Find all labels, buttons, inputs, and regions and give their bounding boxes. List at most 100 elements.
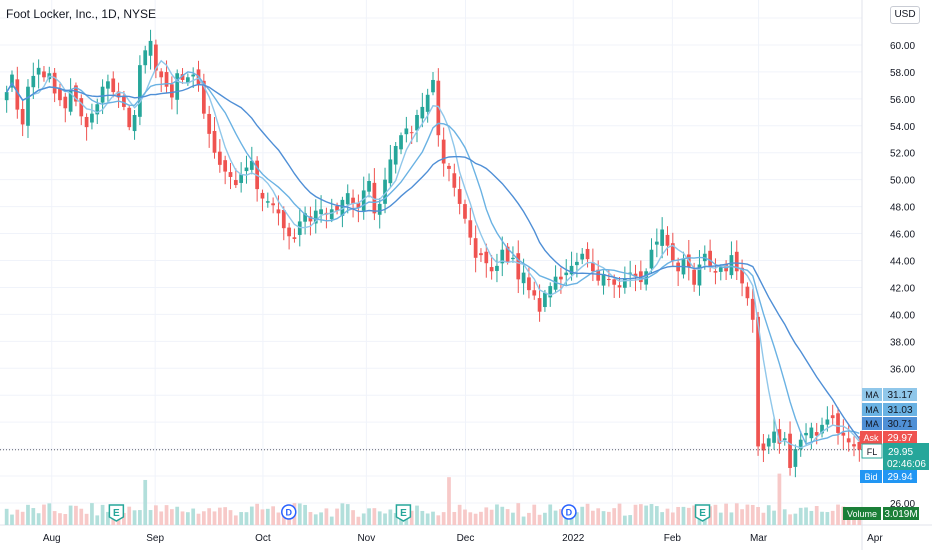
candle[interactable]	[127, 107, 132, 128]
candle[interactable]	[820, 424, 824, 434]
candle[interactable]	[622, 278, 627, 288]
candle[interactable]	[111, 78, 116, 93]
candle[interactable]	[559, 276, 563, 280]
candle[interactable]	[708, 250, 712, 266]
candle[interactable]	[26, 86, 30, 126]
candle[interactable]	[511, 257, 515, 260]
candle[interactable]	[367, 181, 371, 192]
candle[interactable]	[617, 285, 622, 288]
candle[interactable]	[15, 79, 20, 110]
candle[interactable]	[138, 65, 142, 117]
candle[interactable]	[441, 139, 446, 164]
candle[interactable]	[756, 316, 760, 447]
candle[interactable]	[74, 85, 78, 102]
candle[interactable]	[223, 160, 228, 172]
candle[interactable]	[548, 286, 553, 298]
candle[interactable]	[750, 298, 755, 320]
candle[interactable]	[292, 237, 297, 239]
candle[interactable]	[319, 209, 323, 215]
candle[interactable]	[116, 91, 121, 98]
earnings-marker-icon[interactable]	[395, 504, 412, 522]
candle[interactable]	[804, 432, 808, 436]
candle[interactable]	[409, 132, 414, 134]
candle[interactable]	[697, 264, 702, 286]
currency-button[interactable]: USD	[890, 6, 920, 24]
candle[interactable]	[830, 415, 835, 419]
candle[interactable]	[580, 253, 585, 260]
candle[interactable]	[244, 167, 249, 172]
candle[interactable]	[740, 267, 744, 284]
candle[interactable]	[447, 165, 451, 169]
candle[interactable]	[233, 180, 238, 186]
candle[interactable]	[132, 115, 137, 132]
candle[interactable]	[628, 272, 633, 274]
candle[interactable]	[457, 189, 462, 204]
candle[interactable]	[249, 160, 254, 170]
candle[interactable]	[207, 113, 212, 134]
candle[interactable]	[825, 419, 830, 425]
candle[interactable]	[788, 433, 792, 468]
candle[interactable]	[420, 106, 425, 119]
candle[interactable]	[857, 442, 862, 450]
candle[interactable]	[265, 201, 270, 203]
candle[interactable]	[212, 130, 217, 153]
candle[interactable]	[654, 241, 659, 245]
candle[interactable]	[473, 238, 478, 258]
candle[interactable]	[377, 203, 382, 215]
candle[interactable]	[4, 92, 9, 101]
candle[interactable]	[670, 243, 675, 261]
candle[interactable]	[612, 279, 617, 285]
candle[interactable]	[31, 75, 36, 88]
candle[interactable]	[793, 449, 798, 467]
candle[interactable]	[527, 277, 531, 291]
candle[interactable]	[404, 128, 409, 135]
candle[interactable]	[276, 209, 281, 214]
candle[interactable]	[329, 209, 334, 220]
candle[interactable]	[596, 269, 601, 281]
candle[interactable]	[766, 438, 771, 447]
candle[interactable]	[649, 249, 654, 269]
candle[interactable]	[543, 292, 547, 308]
candle[interactable]	[852, 444, 856, 447]
candle[interactable]	[383, 179, 387, 204]
candle[interactable]	[772, 431, 776, 443]
candle[interactable]	[846, 438, 851, 443]
candle[interactable]	[79, 98, 84, 117]
candle[interactable]	[84, 116, 89, 128]
dividend-marker-icon[interactable]	[561, 504, 577, 520]
candle[interactable]	[516, 253, 521, 280]
candle[interactable]	[436, 80, 441, 136]
candle[interactable]	[180, 74, 185, 80]
candle[interactable]	[340, 199, 345, 216]
candle[interactable]	[164, 72, 169, 87]
candle[interactable]	[777, 429, 782, 444]
candle[interactable]	[798, 439, 803, 450]
candle[interactable]	[665, 234, 670, 246]
candle[interactable]	[431, 79, 435, 93]
candle[interactable]	[782, 438, 787, 441]
candle[interactable]	[308, 216, 313, 222]
candle[interactable]	[90, 113, 94, 123]
candle[interactable]	[718, 267, 723, 272]
candle[interactable]	[68, 90, 73, 112]
earnings-marker-icon[interactable]	[108, 504, 125, 522]
candle[interactable]	[761, 443, 766, 451]
candle[interactable]	[148, 40, 153, 56]
candle[interactable]	[633, 273, 638, 277]
candle[interactable]	[745, 286, 750, 299]
candle[interactable]	[729, 255, 734, 276]
candle[interactable]	[201, 80, 206, 114]
candle[interactable]	[606, 279, 611, 281]
candle[interactable]	[521, 272, 526, 284]
candle[interactable]	[52, 72, 57, 94]
candle[interactable]	[479, 253, 483, 256]
candle[interactable]	[564, 272, 569, 276]
candle[interactable]	[154, 44, 158, 71]
candle[interactable]	[415, 115, 419, 131]
candle[interactable]	[601, 273, 606, 286]
candle[interactable]	[585, 248, 590, 260]
candle[interactable]	[170, 84, 174, 98]
candle[interactable]	[463, 204, 467, 219]
candle[interactable]	[372, 182, 377, 214]
